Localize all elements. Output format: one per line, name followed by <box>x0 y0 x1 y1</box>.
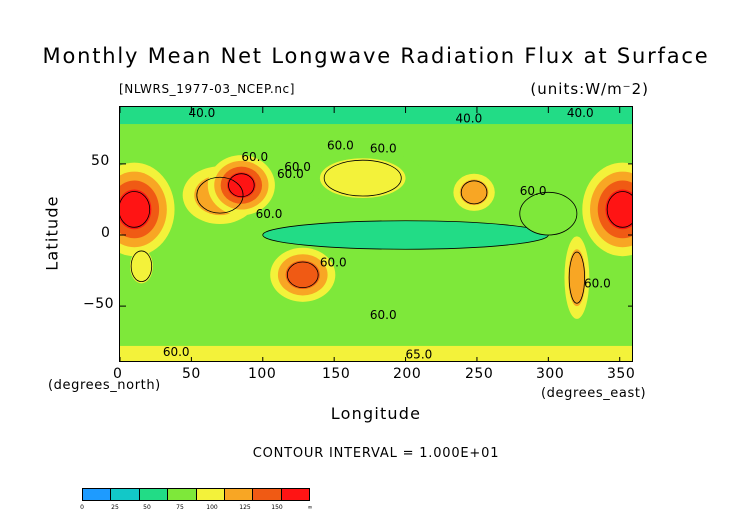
field-region <box>227 172 256 199</box>
colorbar-level-label: 75 <box>176 504 184 511</box>
field-region <box>319 158 406 199</box>
colorbar-level-label: ∞ <box>307 504 313 511</box>
contour-label: 60.0 <box>584 277 611 291</box>
chart-title: Monthly Mean Net Longwave Radiation Flux… <box>42 44 710 68</box>
y-axis-label: Latitude <box>42 195 62 271</box>
x-tick-label: 50 <box>182 366 201 382</box>
contour-line <box>568 251 585 304</box>
heatmap-field: 40.0 40.0 40.060.060.0 60.060.060.060.060.0… <box>120 107 632 362</box>
colorbar-level-label: 100 <box>206 504 218 511</box>
y-tick-label: 50 <box>91 153 110 169</box>
y-tick-label: 0 <box>101 225 111 241</box>
y-tick-label: −50 <box>83 296 115 312</box>
contour-line <box>228 173 255 198</box>
units-label: (units:W/m⁻2) <box>530 80 649 98</box>
contour-line <box>460 180 488 205</box>
contour-line <box>606 191 632 228</box>
contour-line <box>130 250 153 283</box>
contour-label: 60.0 <box>284 160 311 174</box>
contour-line <box>120 191 151 228</box>
field-region <box>568 249 586 307</box>
field-region <box>605 189 632 230</box>
contour-label: 40.0 <box>567 107 594 120</box>
contour-label: 60.0 <box>241 150 268 164</box>
file-label: [NLWRS_1977-03_NCEP.nc] <box>119 82 296 96</box>
contour-label: 60.0 <box>277 167 304 181</box>
colorbar-segment <box>281 489 309 500</box>
x-tick-label: 0 <box>113 366 123 382</box>
plot-area: 40.0 40.0 40.0 60.0 60.0 60.0 60.0 60.0 60.0 60.0… <box>119 106 633 362</box>
colorbar-segment <box>253 489 282 500</box>
contour-line <box>196 176 244 214</box>
contour-line <box>323 159 402 197</box>
colorbar <box>82 488 310 501</box>
field-region <box>262 220 549 250</box>
field-region <box>519 191 578 236</box>
field-region <box>285 260 320 290</box>
x-unit-label: (degrees_east) <box>541 386 647 401</box>
contour-line <box>286 261 319 289</box>
contour-label: 60.0 <box>163 345 190 359</box>
colorbar-segment <box>168 489 197 500</box>
colorbar-segment <box>196 489 225 500</box>
contour-label: 60.0 <box>370 142 397 156</box>
polar-band <box>120 345 632 361</box>
colorbar-level-label: 150 <box>271 504 283 511</box>
contour-label: 60.0 <box>320 255 347 269</box>
x-tick-label: 200 <box>393 366 422 382</box>
x-tick-label: 250 <box>465 366 494 382</box>
field-region <box>120 189 152 230</box>
contour-label: 65.0 <box>406 348 433 362</box>
colorbar-level-label: 125 <box>239 504 251 511</box>
x-tick-label: 300 <box>536 366 565 382</box>
x-tick-label: 350 <box>607 366 636 382</box>
contour-label: 40.0 <box>456 112 483 126</box>
colorbar-segment <box>224 489 254 500</box>
field-region <box>129 249 153 284</box>
colorbar-segment <box>139 489 169 500</box>
contour-label: 60.0 <box>370 308 397 322</box>
colorbar-segment <box>111 489 140 500</box>
contour-label: 60.0 <box>256 207 283 221</box>
x-tick-label: 100 <box>248 366 277 382</box>
contour-label: 40.0 <box>189 107 216 120</box>
x-axis-label: Longitude <box>330 404 422 423</box>
field-region <box>459 179 489 206</box>
colorbar-segment <box>83 489 112 500</box>
contour-interval-note: CONTOUR INTERVAL = 1.000E+01 <box>252 446 500 461</box>
colorbar-level-label: 0 <box>80 504 84 511</box>
colorbar-level-label: 50 <box>143 504 151 511</box>
polar-band <box>120 107 632 125</box>
contour-label: 60.0 <box>520 184 547 198</box>
x-tick-label: 150 <box>322 366 351 382</box>
y-unit-label: (degrees_north) <box>48 378 161 393</box>
contour-label: 60.0 <box>327 139 354 153</box>
colorbar-level-label: 25 <box>111 504 119 511</box>
